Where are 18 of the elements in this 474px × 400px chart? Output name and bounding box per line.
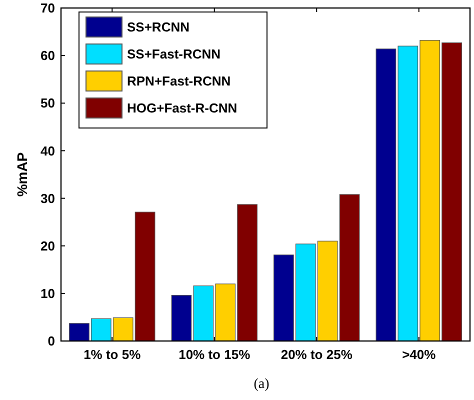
text: (a): [254, 377, 270, 392]
y-tick-label: 40: [40, 143, 55, 158]
x-tick-label: 1% to 5%: [84, 347, 142, 362]
y-tick-label: 50: [40, 96, 55, 111]
y-tick-label: 30: [40, 190, 55, 206]
y-axis-title: %mAP: [14, 152, 30, 197]
y-tick-label: 0: [48, 334, 55, 349]
legend-label: SS+RCNN: [127, 20, 190, 35]
y-tick-label: 20: [40, 238, 55, 254]
x-tick-label: 10% to 15%: [178, 347, 251, 362]
legend-label: RPN+Fast-RCNN: [127, 74, 231, 89]
y-tick-label: 60: [40, 48, 55, 64]
y-tick-label: 70: [40, 0, 55, 16]
y-tick-label: 10: [40, 286, 55, 301]
legend-label: HOG+Fast-R-CNN: [127, 100, 238, 116]
legend-label: SS+Fast-RCNN: [127, 46, 221, 62]
x-tick-label: >40%: [402, 347, 436, 362]
x-tick-label: 20% to 25%: [280, 347, 353, 362]
